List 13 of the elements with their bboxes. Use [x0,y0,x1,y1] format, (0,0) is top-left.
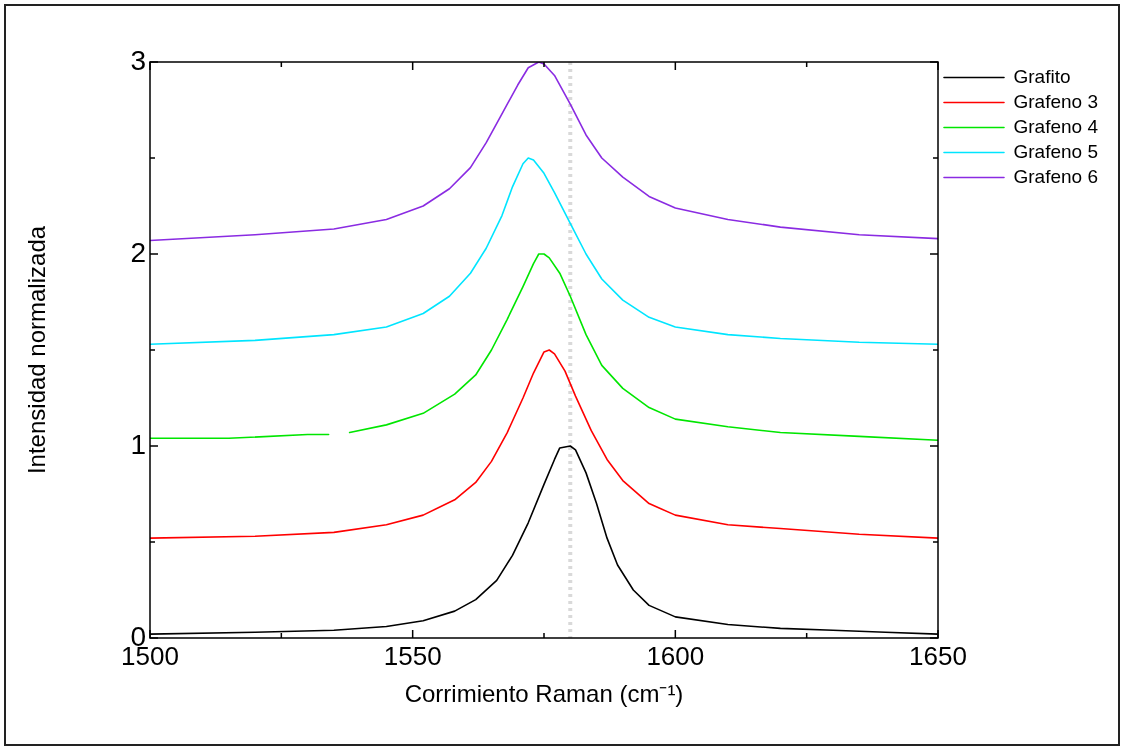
x-tick-label: 1650 [909,640,967,671]
y-axis-title: Intensidad normalizada [23,225,51,475]
x-tick-label: 1550 [383,640,442,671]
legend-label: Grafeno 5 [1013,140,1098,162]
y-tick-label: 1 [130,428,146,460]
x-tick-label: 1600 [646,640,705,671]
legend-label: Grafeno 3 [1013,90,1098,112]
x-axis-title: Corrimiento Raman (cm⁻¹) [404,680,684,708]
y-tick-label: 2 [130,236,146,268]
legend-label: Grafeno 6 [1013,165,1098,187]
legend-label: Grafeno 4 [1013,115,1099,137]
legend-label: Grafito [1013,65,1071,87]
y-tick-label: 3 [130,44,146,76]
